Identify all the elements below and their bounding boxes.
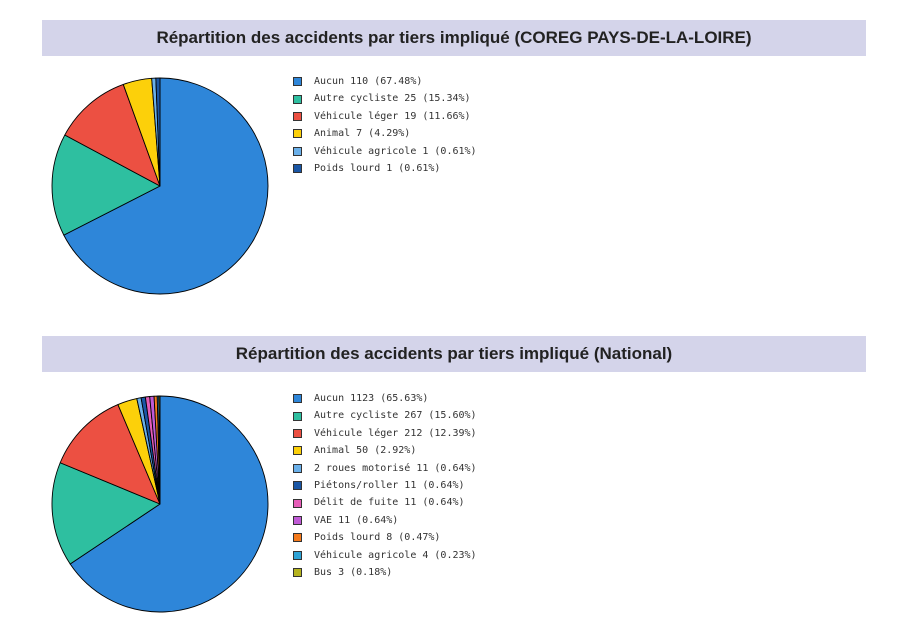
legend-swatch [293, 77, 302, 87]
legend-swatch [293, 533, 302, 543]
legend-label: Piétons/roller 11 (0.64%) [314, 479, 465, 491]
legend-item-autre-cycliste: Autre cycliste 25 (15.34%) [293, 90, 477, 107]
pie-slice-vehicule-leger [64, 83, 161, 187]
legend-swatch [293, 94, 302, 104]
pie-chart [51, 395, 269, 613]
legend-item-roues-motorise: 2 roues motorisé 11 (0.64%) [293, 460, 477, 477]
legend-item-aucun: Aucun 1123 (65.63%) [293, 390, 477, 407]
legend-label: Poids lourd 8 (0.47%) [314, 532, 441, 544]
legend-label: 2 roues motorisé 11 (0.64%) [314, 462, 477, 474]
legend-item-delit-de-fuite: Délit de fuite 11 (0.64%) [293, 494, 477, 511]
legend-item-pietons-roller: Piétons/roller 11 (0.64%) [293, 477, 477, 494]
legend-swatch [293, 146, 302, 156]
pie-slice-autre-cycliste [51, 462, 161, 565]
legend-label: VAE 11 (0.64%) [314, 514, 399, 526]
legend-item-animal: Animal 50 (2.92%) [293, 442, 477, 459]
legend-item-animal: Animal 7 (4.29%) [293, 125, 477, 142]
legend-swatch [293, 568, 302, 578]
legend-swatch [293, 394, 302, 404]
legend-swatch [293, 428, 302, 438]
chart-panel-national: Répartition des accidents par tiers impl… [0, 330, 906, 642]
legend-label: Autre cycliste 267 (15.60%) [314, 410, 477, 422]
legend-swatch [293, 164, 302, 174]
pie-slice-vehicule-leger [59, 404, 161, 505]
pie-slice-aucun [63, 77, 269, 295]
chart-legend: Aucun 1123 (65.63%) Autre cycliste 267 (1… [293, 390, 477, 581]
legend-swatch [293, 129, 302, 139]
legend-swatch [293, 550, 302, 560]
legend-item-bus: Bus 3 (0.18%) [293, 564, 477, 581]
chart-title: Répartition des accidents par tiers impl… [42, 20, 866, 56]
legend-item-poids-lourd: Poids lourd 1 (0.61%) [293, 160, 477, 177]
chart-legend: Aucun 110 (67.48%) Autre cycliste 25 (15.… [293, 73, 477, 177]
legend-item-vehicule-agricole: Véhicule agricole 1 (0.61%) [293, 143, 477, 160]
legend-label: Véhicule agricole 4 (0.23%) [314, 549, 477, 561]
legend-swatch [293, 515, 302, 525]
legend-swatch [293, 481, 302, 491]
legend-swatch [293, 498, 302, 508]
legend-item-vehicule-leger: Véhicule léger 19 (11.66%) [293, 108, 477, 125]
pie-chart [51, 77, 269, 295]
legend-item-poids-lourd: Poids lourd 8 (0.47%) [293, 529, 477, 546]
legend-swatch [293, 446, 302, 456]
legend-label: Véhicule agricole 1 (0.61%) [314, 145, 477, 157]
legend-item-aucun: Aucun 110 (67.48%) [293, 73, 477, 90]
legend-swatch [293, 411, 302, 421]
legend-item-vehicule-agricole: Véhicule agricole 4 (0.23%) [293, 547, 477, 564]
legend-label: Poids lourd 1 (0.61%) [314, 162, 441, 174]
chart-panel-regional: Répartition des accidents par tiers impl… [0, 0, 906, 320]
legend-label: Animal 50 (2.92%) [314, 445, 417, 457]
pie-slice-autre-cycliste [51, 134, 161, 236]
chart-title: Répartition des accidents par tiers impl… [42, 336, 866, 372]
pie-slice-poids-lourd [155, 77, 161, 187]
legend-label: Bus 3 (0.18%) [314, 566, 393, 578]
legend-label: Animal 7 (4.29%) [314, 128, 411, 140]
legend-label: Délit de fuite 11 (0.64%) [314, 497, 465, 509]
legend-item-vae: VAE 11 (0.64%) [293, 512, 477, 529]
pie-slice-aucun [69, 395, 269, 613]
legend-label: Aucun 1123 (65.63%) [314, 393, 429, 404]
legend-item-autre-cycliste: Autre cycliste 267 (15.60%) [293, 407, 477, 424]
pie-slice-bus [158, 395, 161, 505]
legend-swatch [293, 111, 302, 121]
legend-label: Autre cycliste 25 (15.34%) [314, 93, 471, 105]
legend-item-vehicule-leger: Véhicule léger 212 (12.39%) [293, 425, 477, 442]
legend-label: Aucun 110 (67.48%) [314, 76, 423, 87]
legend-swatch [293, 463, 302, 473]
legend-label: Véhicule léger 19 (11.66%) [314, 110, 471, 122]
legend-label: Véhicule léger 212 (12.39%) [314, 427, 477, 439]
